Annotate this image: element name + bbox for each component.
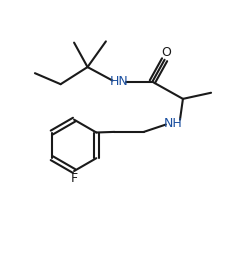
Text: NH: NH [164,117,183,130]
Text: HN: HN [110,75,129,88]
Text: F: F [71,172,78,185]
Text: O: O [161,46,171,59]
